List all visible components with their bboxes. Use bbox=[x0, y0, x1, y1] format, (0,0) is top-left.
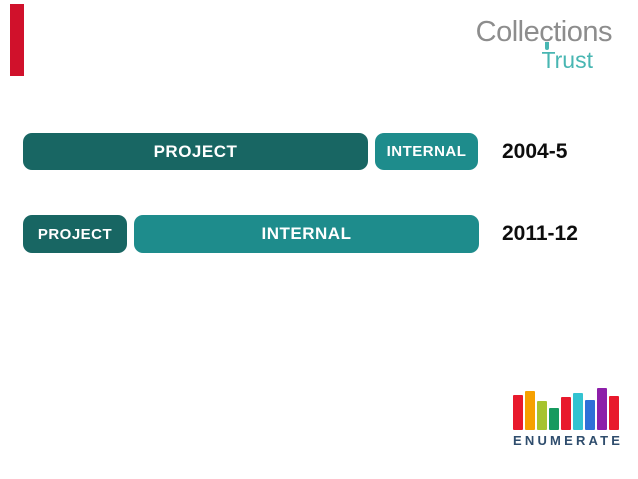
internal-segment: INTERNAL bbox=[375, 133, 478, 170]
project-segment: PROJECT bbox=[23, 133, 368, 170]
red-accent-bar bbox=[10, 4, 24, 76]
segment-label: INTERNAL bbox=[261, 224, 352, 243]
enumerate-bar bbox=[513, 395, 523, 430]
project-segment: PROJECT bbox=[23, 215, 127, 253]
enumerate-wordmark: ENUMERATE bbox=[513, 433, 624, 448]
enumerate-bar bbox=[549, 408, 559, 430]
trust-wordmark: Trust bbox=[541, 47, 593, 73]
enumerate-logo: ENUMERATE bbox=[513, 387, 621, 448]
year-label-2004-5: 2004-5 bbox=[502, 139, 568, 163]
chart-row-2004-5: PROJECT INTERNAL 2004-5 bbox=[23, 133, 638, 170]
segment-label: PROJECT bbox=[153, 141, 238, 161]
enumerate-bar bbox=[609, 396, 619, 430]
collections-wordmark: Collections bbox=[475, 16, 613, 48]
enumerate-bar bbox=[597, 388, 607, 430]
logo-cedilla-mark bbox=[545, 42, 549, 50]
enumerate-bar bbox=[525, 391, 535, 430]
segment-label: INTERNAL bbox=[386, 143, 467, 160]
collections-trust-logo: Collections Trust bbox=[475, 16, 613, 73]
year-label-2011-12: 2011-12 bbox=[502, 222, 578, 245]
enumerate-bar bbox=[585, 400, 595, 430]
segment-label: PROJECT bbox=[37, 225, 113, 243]
enumerate-bar bbox=[537, 401, 547, 430]
enumerate-bar bbox=[573, 393, 583, 430]
enumerate-bar bbox=[561, 397, 571, 430]
chart-row-2011-12: PROJECT INTERNAL 2011-12 bbox=[23, 215, 638, 253]
enumerate-logo-bars bbox=[513, 387, 621, 430]
internal-segment: INTERNAL bbox=[134, 215, 479, 253]
